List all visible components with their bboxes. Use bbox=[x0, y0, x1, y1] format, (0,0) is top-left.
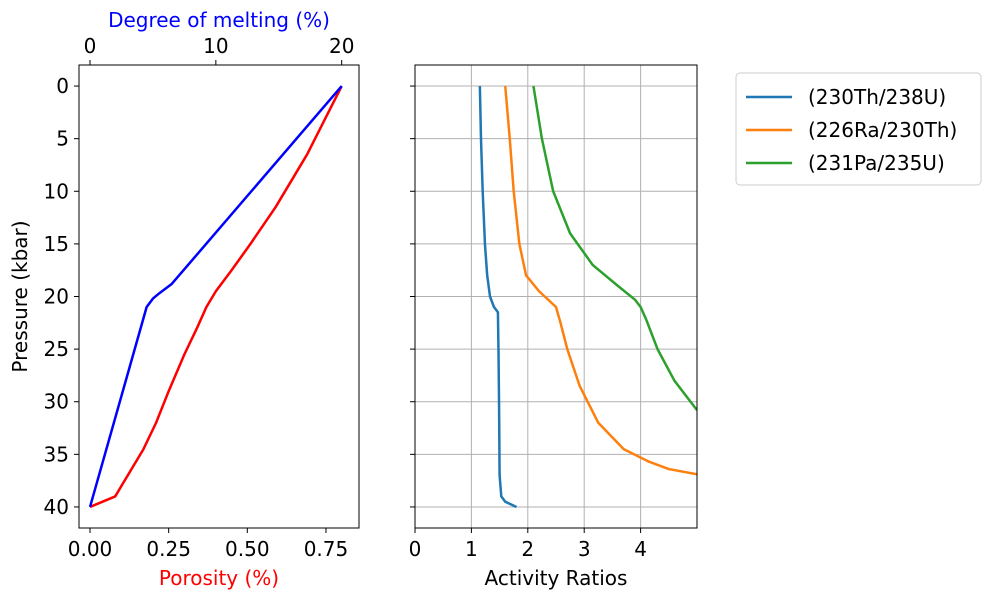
porosity-axis-title: Porosity (%) bbox=[159, 566, 279, 590]
y-tick-label: 35 bbox=[44, 442, 69, 466]
y-tick-label: 30 bbox=[44, 390, 69, 414]
x-tick-label: 0.75 bbox=[304, 537, 349, 561]
right-x-tick-label: 1 bbox=[465, 537, 478, 561]
series-line-degree-of-melting bbox=[88, 85, 343, 508]
y-tick-label: 20 bbox=[44, 285, 69, 309]
x-tick-label: 0.50 bbox=[225, 537, 270, 561]
y-tick-label: 15 bbox=[44, 232, 69, 256]
right-x-tick-label: 0 bbox=[409, 537, 422, 561]
legend-label: (226Ra/230Th) bbox=[808, 118, 957, 142]
top-x-tick-label: 10 bbox=[203, 34, 228, 58]
top-x-tick-label: 0 bbox=[84, 34, 97, 58]
right-x-tick-label: 4 bbox=[634, 537, 647, 561]
y-tick-label: 25 bbox=[44, 337, 69, 361]
series-line--231pa-235u- bbox=[532, 85, 697, 411]
series-line--226ra-230th- bbox=[503, 85, 697, 476]
y-tick-label: 5 bbox=[56, 127, 69, 151]
y-tick-label: 40 bbox=[44, 495, 69, 519]
right-series-group bbox=[478, 85, 697, 509]
x-tick-label: 0.00 bbox=[68, 537, 113, 561]
y-tick-label: 0 bbox=[56, 74, 69, 98]
right-x-tick-label: 3 bbox=[578, 537, 591, 561]
right-x-tick-label: 2 bbox=[521, 537, 534, 561]
legend-box bbox=[735, 72, 982, 186]
series-line--230th-238u- bbox=[478, 86, 518, 509]
series-line-porosity bbox=[89, 85, 343, 509]
legend-label: (231Pa/235U) bbox=[808, 151, 945, 175]
melting-axis-title: Degree of melting (%) bbox=[108, 8, 330, 32]
y-tick-label: 10 bbox=[44, 179, 69, 203]
activity-axis-title: Activity Ratios bbox=[485, 566, 628, 590]
y-axis-title: Pressure (kbar) bbox=[8, 220, 32, 372]
legend: (230Th/238U) (226Ra/230Th) (231Pa/235U) bbox=[735, 72, 982, 186]
left-panel: 0 5 10 15 20 25 30 35 40 Pressure (kbar) 0.00 0.25 0… bbox=[8, 8, 360, 590]
legend-label: (230Th/238U) bbox=[808, 85, 946, 109]
top-x-tick-label: 20 bbox=[329, 34, 354, 58]
x-tick-label: 0.25 bbox=[146, 537, 191, 561]
